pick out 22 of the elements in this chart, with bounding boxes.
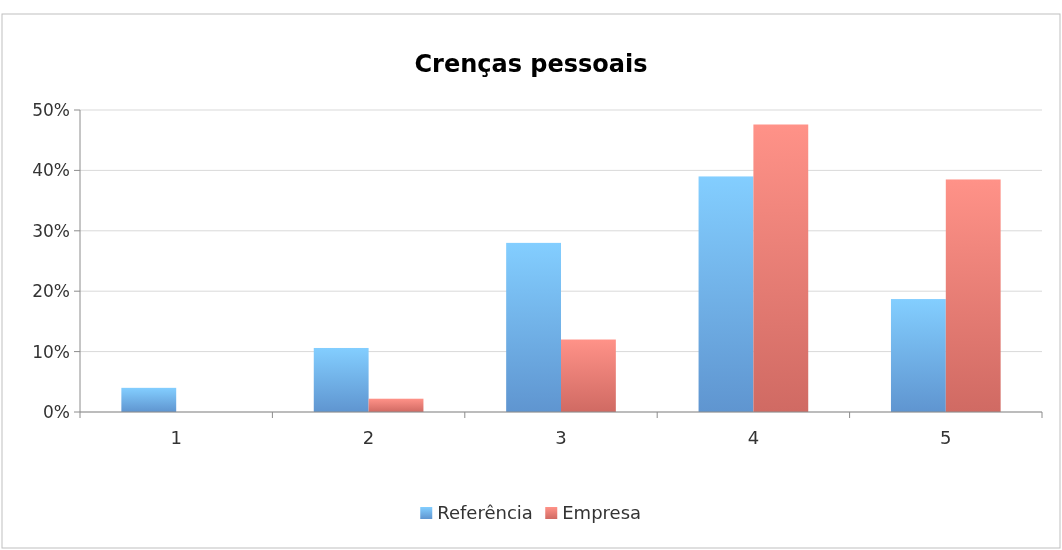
x-tick-label: 1 <box>170 427 182 448</box>
x-tick-label: 3 <box>555 427 567 448</box>
y-tick-label: 40% <box>32 160 70 181</box>
y-tick-label: 10% <box>32 341 70 362</box>
chart-title: Crenças pessoais <box>414 50 648 78</box>
bar <box>313 347 369 412</box>
y-tick-label: 50% <box>32 99 70 120</box>
legend-label: Empresa <box>562 502 642 524</box>
bar <box>753 124 809 412</box>
y-tick-label: 20% <box>32 281 70 302</box>
x-tick-label: 4 <box>747 427 760 448</box>
legend-label: Referência <box>437 502 533 524</box>
x-tick-label: 2 <box>362 427 375 448</box>
bar <box>945 179 1001 412</box>
bar <box>121 387 177 412</box>
bar <box>890 299 946 412</box>
bar <box>506 242 561 412</box>
x-tick-label: 5 <box>940 427 952 448</box>
y-tick-label: 30% <box>32 220 70 241</box>
y-tick-label: 0% <box>43 401 70 422</box>
bar <box>561 339 616 412</box>
bar <box>698 176 754 412</box>
